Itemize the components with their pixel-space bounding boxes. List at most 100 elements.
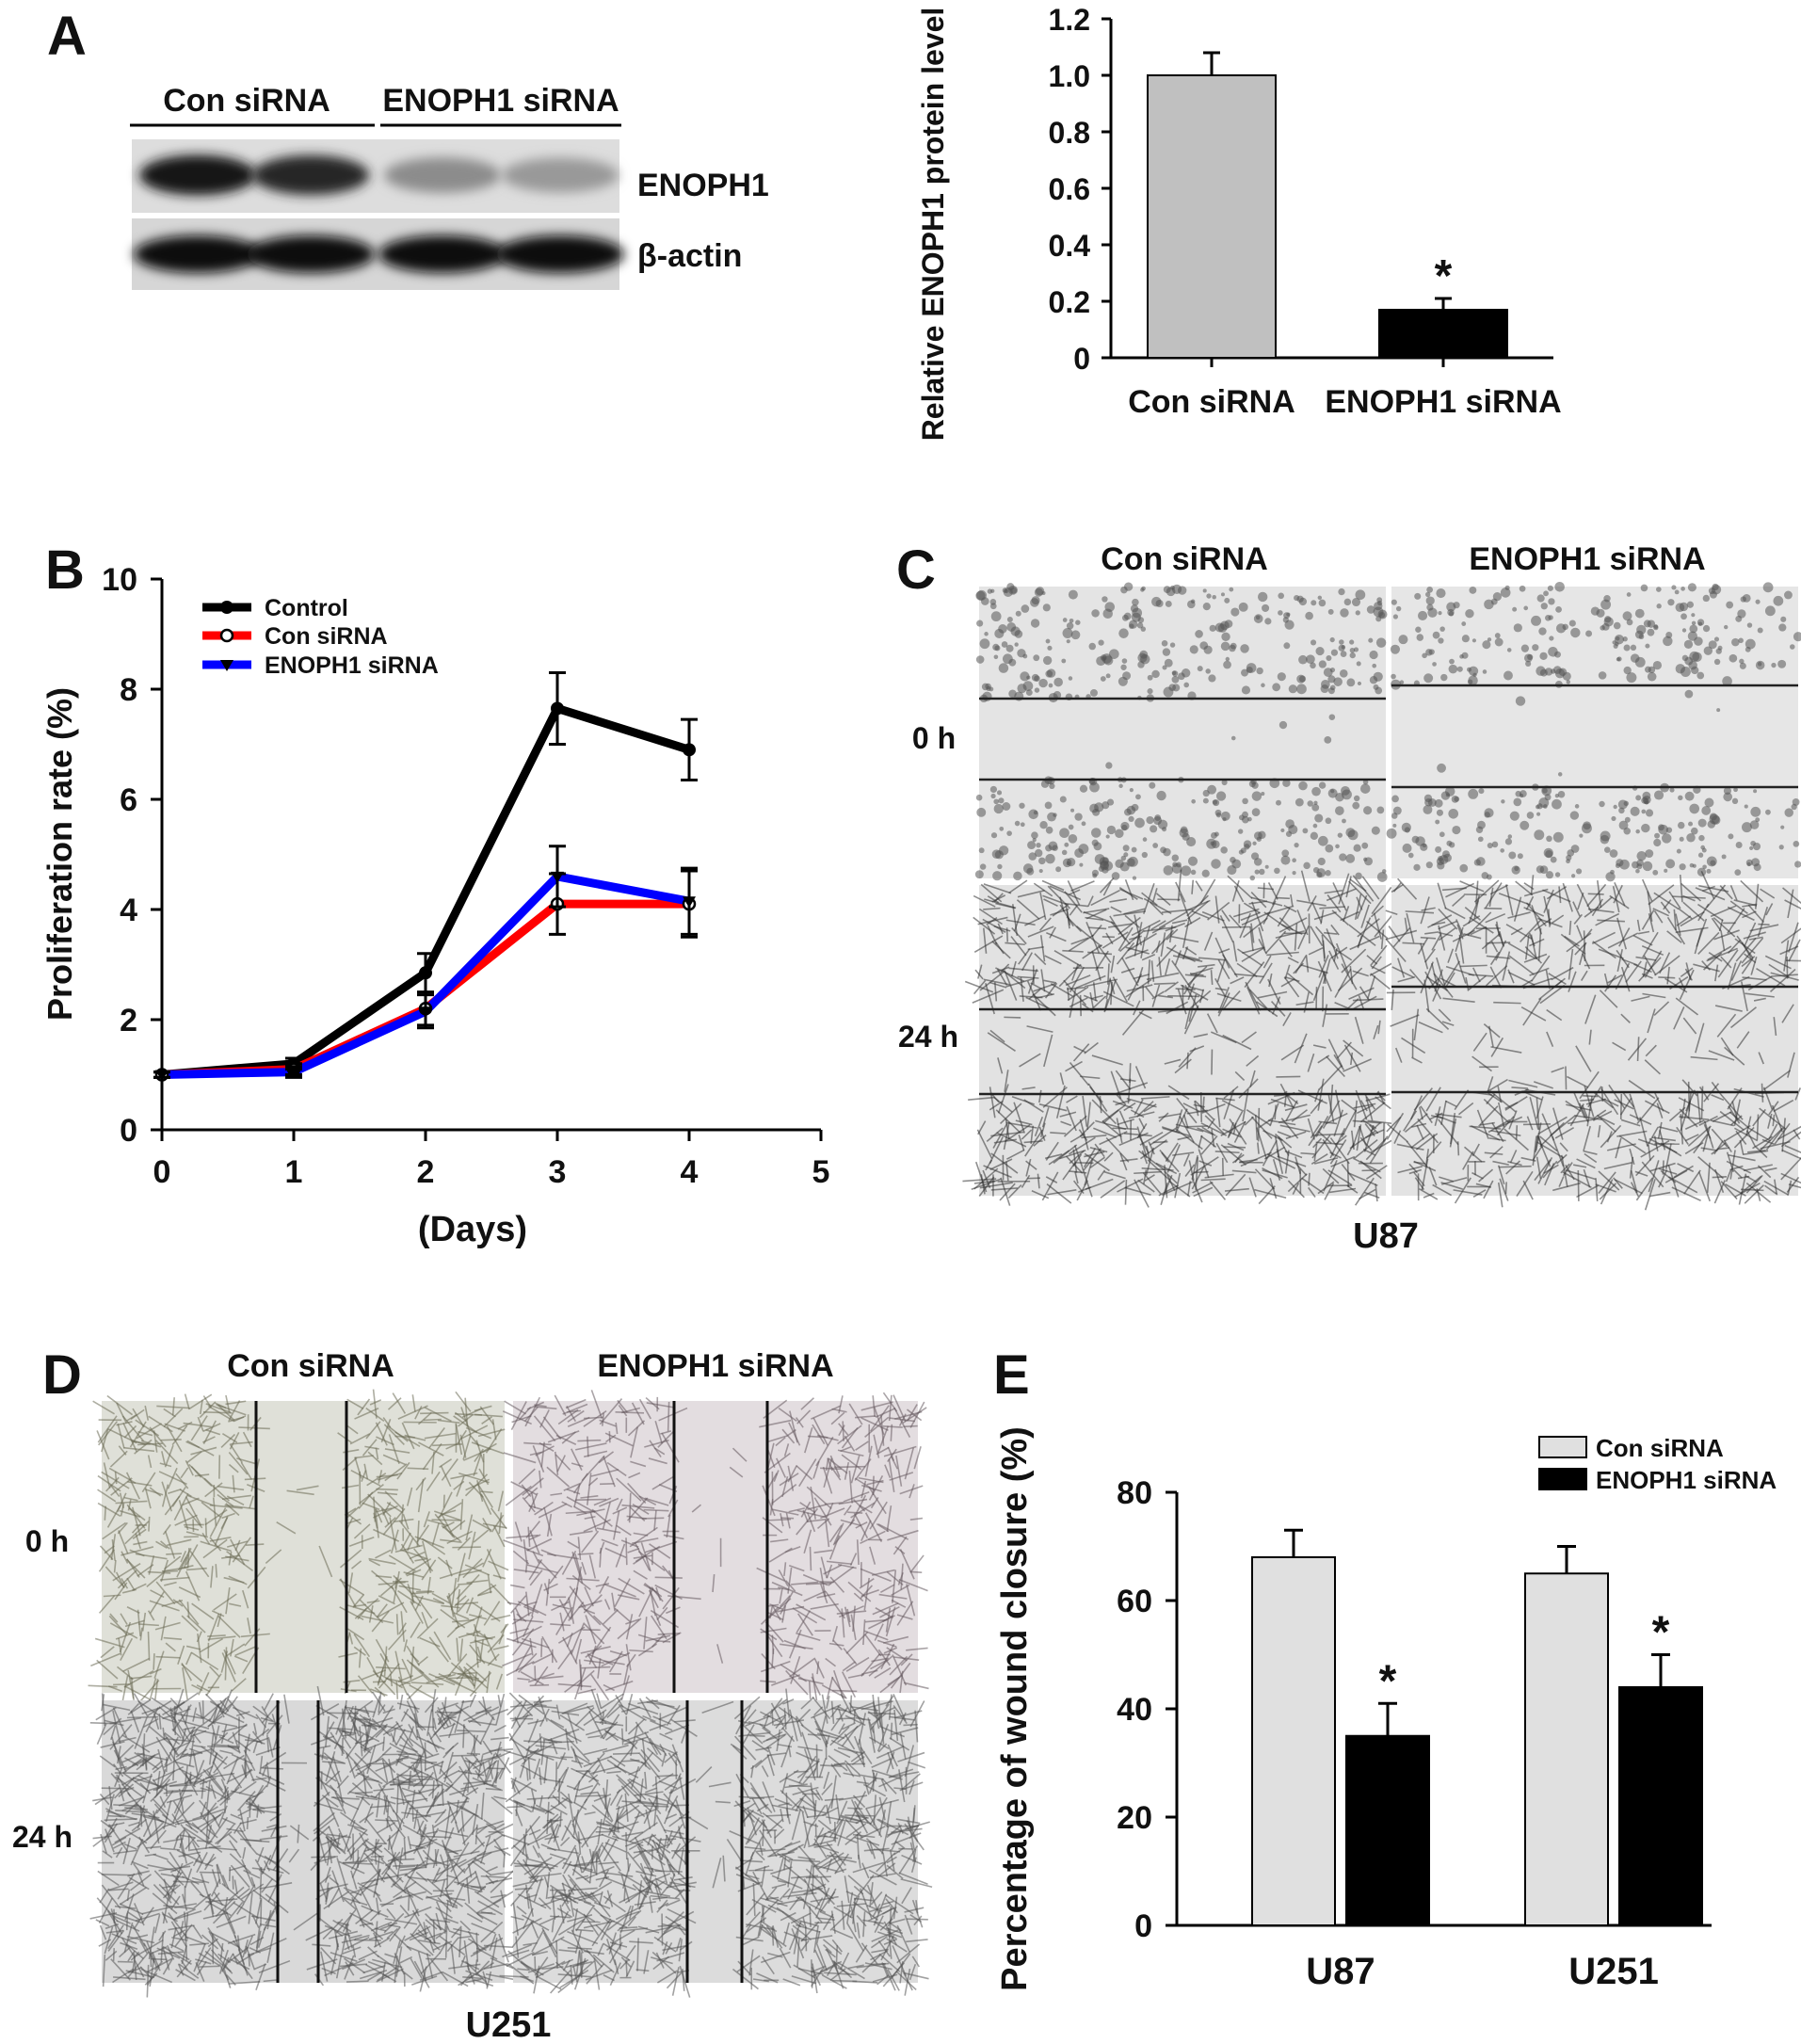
cell (1440, 791, 1451, 800)
cell (1069, 966, 1085, 993)
cell (989, 1029, 1005, 1043)
cell (1121, 658, 1128, 664)
cell (1435, 819, 1440, 825)
cell (1485, 965, 1508, 987)
cell (1104, 602, 1116, 612)
cell (1415, 1133, 1439, 1151)
cell (1233, 1120, 1246, 1143)
cell (1246, 666, 1253, 673)
cell (1723, 1139, 1732, 1153)
cell (1187, 856, 1198, 866)
micro-column-label: ENOPH1 siRNA (1469, 541, 1705, 577)
cell (1041, 879, 1065, 892)
cell (1773, 1099, 1794, 1113)
cell (1515, 696, 1526, 706)
cell (1439, 626, 1445, 632)
cell (1741, 822, 1752, 833)
cell (998, 624, 1007, 634)
cell (1568, 948, 1574, 980)
cell (1349, 639, 1355, 645)
cell (1771, 1104, 1784, 1133)
cell (1118, 676, 1128, 686)
cell (1300, 870, 1311, 902)
cell (1258, 591, 1268, 603)
data-point (683, 743, 696, 757)
cell (1631, 995, 1650, 1002)
cell (1439, 831, 1445, 838)
cell (1075, 620, 1081, 625)
cell (1005, 1161, 1009, 1182)
cell (1115, 859, 1124, 869)
cell (1043, 979, 1057, 984)
blot-band (378, 235, 507, 273)
cell (1285, 1100, 1298, 1122)
cell (1353, 1100, 1358, 1128)
cell (998, 845, 1009, 856)
cell (1021, 1129, 1033, 1140)
cell (1663, 899, 1672, 910)
cell (1222, 1034, 1252, 1051)
cell (1147, 688, 1153, 695)
cell (1254, 869, 1260, 875)
cell (1423, 794, 1433, 803)
cell (1091, 924, 1102, 938)
cell (1576, 1158, 1596, 1169)
cell (1259, 868, 1265, 876)
cell (1103, 655, 1114, 666)
cell (1628, 1079, 1656, 1100)
cell (1735, 842, 1743, 849)
cell (903, 1424, 918, 1428)
cell (1564, 935, 1580, 947)
cell (1456, 924, 1464, 940)
cell (1636, 1037, 1640, 1062)
cell (1328, 1187, 1357, 1194)
blot-band (139, 154, 256, 196)
cell (1305, 954, 1310, 973)
y-axis-label: Relative ENOPH1 protein level (916, 8, 950, 442)
cell (1576, 1184, 1600, 1199)
cell (1485, 1078, 1508, 1094)
cell (1109, 898, 1127, 903)
cell (1342, 818, 1346, 824)
cell (1059, 796, 1067, 803)
cell (1744, 922, 1757, 947)
cell (1777, 1125, 1801, 1140)
cell (1343, 906, 1350, 923)
cell (1585, 630, 1593, 637)
cell (1523, 605, 1529, 611)
x-tick-label: 0 (153, 1154, 171, 1190)
cell (1097, 944, 1112, 963)
cell (1332, 882, 1347, 911)
legend-label: ENOPH1 siRNA (265, 652, 439, 679)
cell (1171, 919, 1188, 925)
micro-column-label: Con siRNA (227, 1348, 394, 1384)
x-tick-label: 5 (812, 1154, 830, 1190)
cell (1243, 917, 1268, 939)
cell (1033, 882, 1053, 897)
cell (1329, 1084, 1334, 1114)
cell (1281, 849, 1290, 858)
cell (1519, 585, 1526, 592)
cell (1311, 902, 1323, 924)
cell (1587, 893, 1604, 895)
cell (1736, 935, 1754, 959)
cell (1008, 879, 1028, 894)
cell (1335, 793, 1344, 802)
cell (1459, 880, 1485, 893)
cell (1279, 1124, 1311, 1133)
cell (1052, 845, 1058, 851)
cell (1197, 666, 1203, 672)
cell (1109, 649, 1119, 659)
cell (1755, 599, 1761, 604)
cell (1377, 1020, 1381, 1035)
cell (1653, 1001, 1670, 1017)
cell (1793, 841, 1800, 847)
cell (1587, 908, 1615, 913)
cell (1460, 964, 1487, 968)
cell (1294, 797, 1304, 807)
cell (1367, 1119, 1395, 1125)
cell (1750, 806, 1761, 817)
cell (1258, 1185, 1276, 1205)
cell (1413, 1160, 1437, 1172)
cell (1555, 605, 1562, 613)
